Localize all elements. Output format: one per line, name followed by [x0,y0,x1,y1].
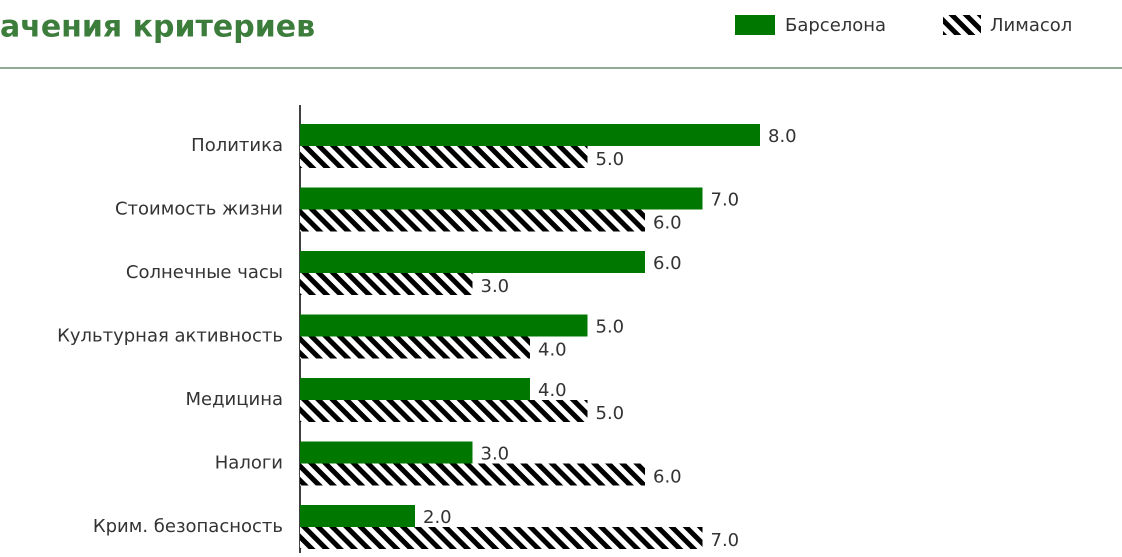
bar [300,273,473,295]
bar [300,400,588,422]
bar [300,441,473,464]
y-tick-label: Солнечные часы [126,262,283,283]
y-tick-label: Налоги [215,453,283,474]
data-label: 2.0 [423,507,452,528]
data-label: 5.0 [596,149,625,170]
y-tick-label: Культурная активность [57,326,283,347]
legend-swatch [943,15,981,35]
bar [300,527,703,549]
bar [300,187,703,210]
data-label: 5.0 [596,317,625,338]
bar [300,124,760,146]
data-label: 3.0 [481,444,510,465]
y-tick-label: Крим. безопасность [93,516,283,537]
data-label: 6.0 [653,253,682,274]
data-label: 7.0 [711,530,740,551]
bar [300,209,645,232]
bar [300,336,530,359]
data-label: 7.0 [711,190,740,211]
bar [300,314,588,337]
legend-label: Барселона [785,15,886,36]
bar [300,463,645,486]
legend-swatch [735,15,775,35]
data-label: 5.0 [596,403,625,424]
bar [300,378,530,400]
bar [300,251,645,273]
data-label: 4.0 [538,340,567,361]
y-tick-label: Политика [191,135,283,156]
data-label: 4.0 [538,380,567,401]
bar [300,146,588,168]
data-label: 3.0 [481,276,510,297]
data-label: 6.0 [653,213,682,234]
bar [300,505,415,527]
chart-title: ачения критериев [0,10,315,45]
legend-label: Лимасол [990,15,1072,36]
data-label: 8.0 [768,126,797,147]
data-label: 6.0 [653,467,682,488]
y-tick-label: Медицина [186,389,284,410]
y-tick-label: Стоимость жизни [115,199,283,220]
